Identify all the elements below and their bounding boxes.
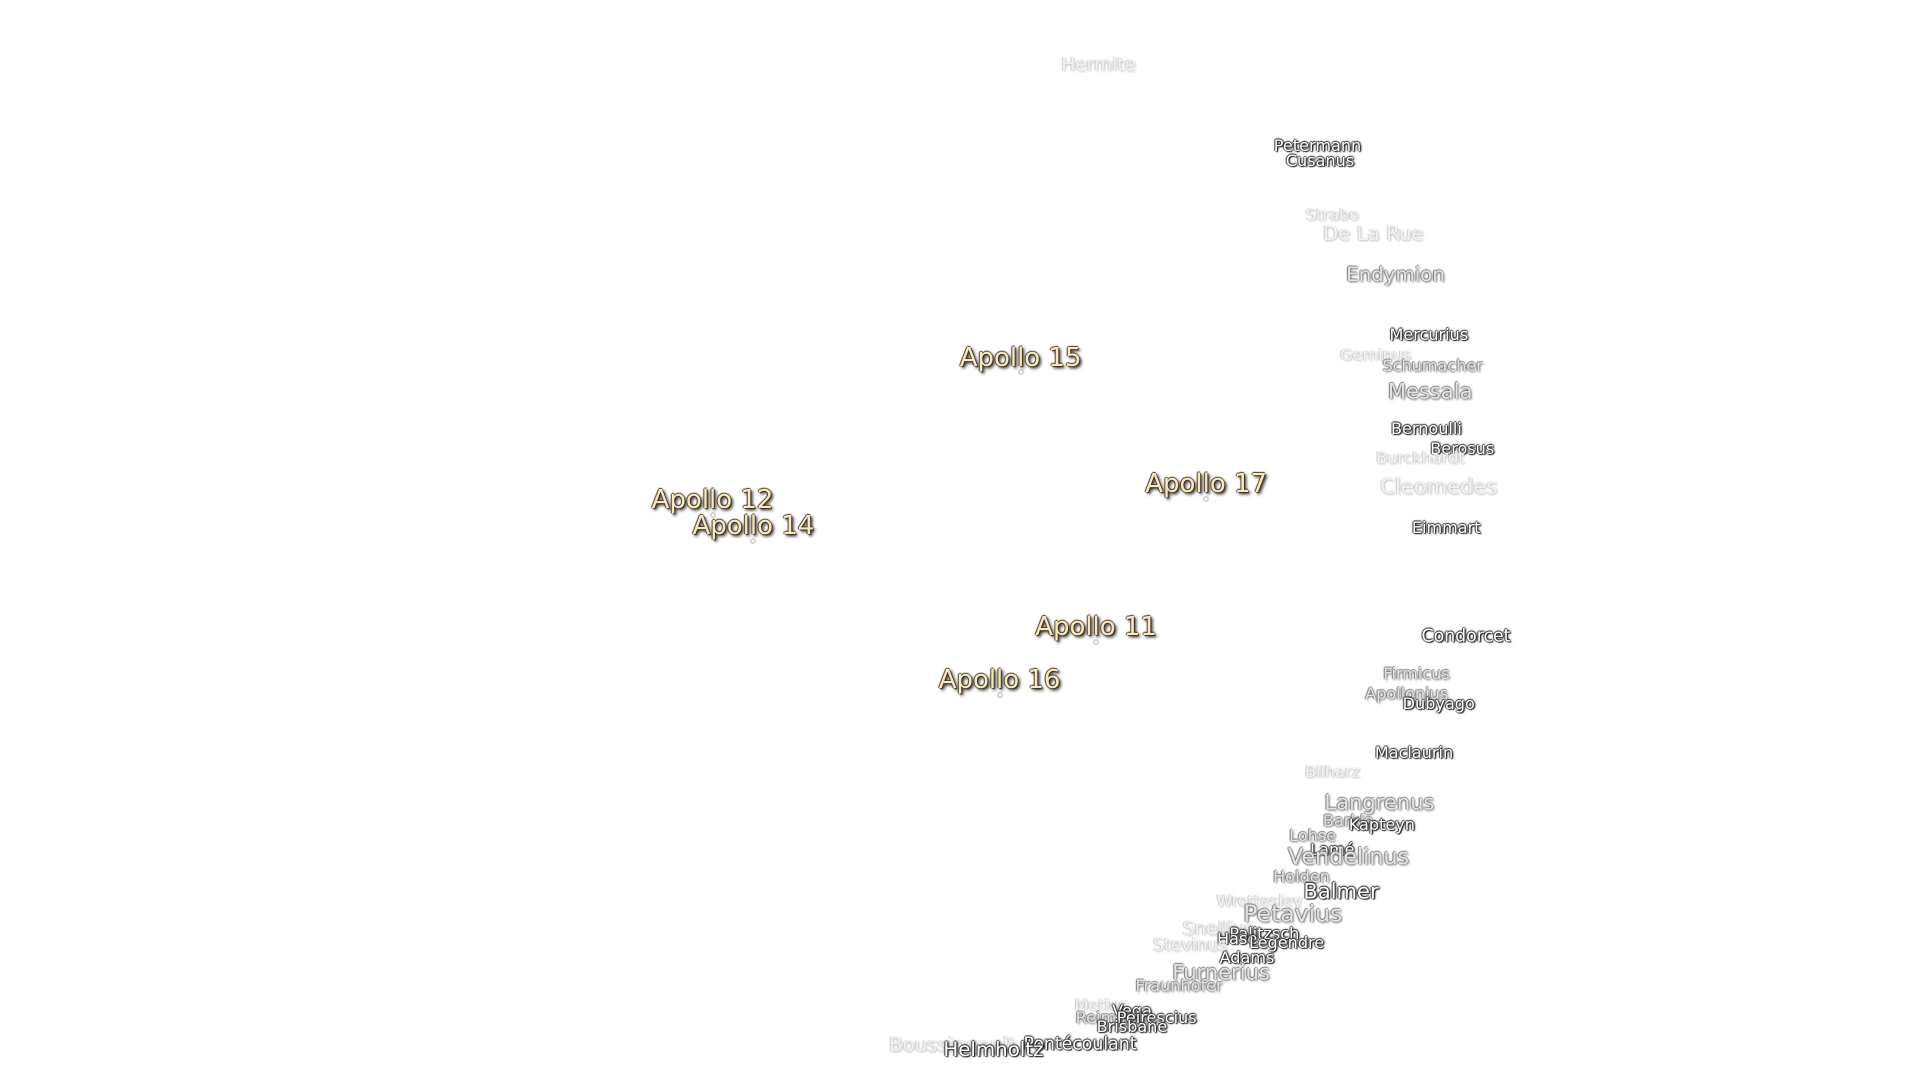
crater-label: Langrenus <box>1324 789 1435 815</box>
crater-label: Hase <box>1217 928 1258 948</box>
crater-label: Cleomedes <box>1380 473 1498 499</box>
crater-label: Reimarus <box>1075 1008 1152 1028</box>
crater-label: Brisbane <box>1096 1016 1168 1036</box>
site-marker <box>751 539 755 543</box>
crater-label: Eimmart <box>1411 518 1481 538</box>
site-marker <box>998 693 1002 697</box>
crater-label: Berosus <box>1430 439 1495 459</box>
crater-label: Legendre <box>1248 932 1325 952</box>
crater-label: Palitzsch <box>1229 923 1300 943</box>
apollo-label: Apollo 17 <box>1145 468 1268 499</box>
crater-label: Bernoulli <box>1390 419 1462 439</box>
crater-label: Fraunhofer <box>1135 975 1223 995</box>
crater-label: Endymion <box>1346 262 1445 286</box>
crater-label: Dubyago <box>1402 693 1475 713</box>
apollo-label: Apollo 11 <box>1035 612 1157 643</box>
crater-label: Pontécoulant <box>1023 1034 1137 1055</box>
crater-label: Strabo <box>1305 205 1359 225</box>
crater-label: Bilharz <box>1304 761 1360 781</box>
crater-label: Burckhardt <box>1375 447 1465 467</box>
crater-label: Apollonius <box>1365 683 1449 703</box>
crater-label: Petermann <box>1273 135 1362 155</box>
crater-label: Barkla <box>1322 811 1375 831</box>
crater-label: Messala <box>1387 378 1473 404</box>
crater-label: Lohse <box>1289 826 1337 846</box>
apollo-label: Apollo 12 <box>651 484 774 515</box>
crater-label: Mercurius <box>1389 325 1469 345</box>
crater-label: Schumacher <box>1382 356 1483 376</box>
crater-label: Metius <box>1074 994 1128 1014</box>
crater-label: Snellius <box>1182 919 1255 941</box>
site-marker <box>711 513 715 517</box>
crater-label: Boussingault <box>888 1033 1017 1057</box>
crater-label: Lamé <box>1310 839 1355 859</box>
apollo-label: Apollo 14 <box>692 510 815 541</box>
crater-label: Balmer <box>1303 878 1379 904</box>
crater-label: Furnerius <box>1172 959 1270 985</box>
site-marker <box>1094 640 1098 644</box>
crater-label: Maclaurin <box>1374 743 1454 763</box>
crater-label: Wrottesley <box>1216 890 1303 910</box>
crater-label: Holden <box>1273 867 1330 887</box>
site-marker <box>1204 497 1208 501</box>
crater-label: Vendelinus <box>1287 844 1410 871</box>
crater-label: Adams <box>1219 947 1275 967</box>
site-marker <box>1019 370 1023 374</box>
crater-label: Geminus <box>1340 345 1412 365</box>
crater-label: Condorcet <box>1421 626 1511 647</box>
apollo-label: Apollo 15 <box>959 342 1082 373</box>
crater-label: Peirescius <box>1116 1008 1197 1028</box>
crater-label: Petavius <box>1243 899 1343 928</box>
crater-label: Firmicus <box>1383 664 1450 684</box>
apollo-label: Apollo 16 <box>938 665 1061 696</box>
crater-label: Cusanus <box>1285 150 1355 170</box>
crater-label: Vega <box>1112 1000 1152 1020</box>
crater-label: Kapteyn <box>1348 815 1415 835</box>
crater-label: Hermite <box>1061 54 1136 76</box>
crater-label: Helmholtz <box>943 1038 1044 1062</box>
crater-label: Stevinus <box>1152 935 1228 956</box>
crater-label: De La Rue <box>1322 221 1424 245</box>
